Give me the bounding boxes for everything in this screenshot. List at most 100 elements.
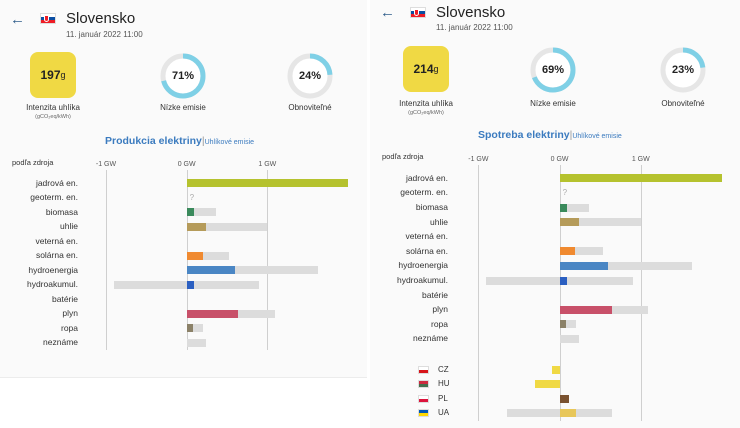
source-label: hydroenergia bbox=[398, 260, 448, 271]
gridline bbox=[106, 170, 107, 350]
carbon-intensity-value: 197 bbox=[40, 68, 61, 82]
capacity-bar bbox=[186, 338, 207, 347]
value-bar[interactable] bbox=[559, 276, 567, 285]
capacity-bar bbox=[559, 320, 576, 329]
low-emission-label: Nízke emisie bbox=[160, 103, 206, 112]
low-emission-label: Nízke emisie bbox=[530, 99, 576, 108]
capacity-bar bbox=[559, 218, 641, 227]
low-emission-gauge: 69% bbox=[529, 46, 577, 94]
low-emission-arc bbox=[160, 53, 206, 99]
value-bar[interactable] bbox=[559, 174, 722, 183]
value-bar[interactable] bbox=[552, 365, 560, 374]
source-label: geoterm. en. bbox=[30, 192, 78, 203]
axis-tick-label: 0 GW bbox=[177, 161, 196, 168]
value-bar[interactable] bbox=[559, 320, 567, 329]
source-label: neznáme bbox=[43, 337, 78, 348]
country-label[interactable]: PL bbox=[438, 393, 448, 403]
country-flag-cz-icon bbox=[418, 365, 429, 374]
carbon-intensity-label: Intenzita uhlíka bbox=[26, 103, 80, 112]
capacity-bar bbox=[186, 251, 230, 260]
source-label: uhlie bbox=[430, 216, 448, 227]
production-tab[interactable]: Produkcia elektriny bbox=[105, 135, 202, 147]
country-label[interactable]: CZ bbox=[438, 364, 449, 374]
back-arrow-icon[interactable]: ← bbox=[10, 11, 25, 28]
capacity-bar bbox=[559, 203, 589, 212]
renewable-label: Obnoviteľné bbox=[288, 103, 332, 112]
axis-tick-label: 1 GW bbox=[258, 161, 277, 168]
carbon-intensity-unit-label: (gCO₂eq/kWh) bbox=[408, 110, 444, 116]
value-bar[interactable] bbox=[186, 179, 348, 188]
value-bar[interactable] bbox=[559, 218, 580, 227]
source-label: uhlie bbox=[60, 221, 78, 232]
capacity-bar bbox=[186, 222, 268, 231]
axis-tick-label: -1 GW bbox=[468, 156, 489, 163]
source-label: ropa bbox=[60, 322, 78, 333]
carbon-intensity-unit: g bbox=[433, 64, 439, 74]
low-emission-gauge: 71% bbox=[159, 52, 207, 100]
renewable-value: 23% bbox=[671, 64, 695, 76]
source-label: hydroakumul. bbox=[396, 275, 448, 285]
country-flag-pl-icon bbox=[418, 394, 429, 403]
value-bar[interactable] bbox=[559, 203, 567, 212]
value-bar[interactable] bbox=[535, 380, 560, 389]
capacity-bar bbox=[186, 324, 203, 333]
carbon-intensity-unit: g bbox=[60, 70, 66, 80]
gridline bbox=[267, 170, 269, 350]
emissions-tab[interactable]: Uhlíkové emisie bbox=[204, 139, 255, 146]
renewable-label: Obnoviteľné bbox=[661, 99, 705, 108]
capacity-bar bbox=[559, 261, 692, 270]
value-bar[interactable] bbox=[559, 247, 575, 256]
value-bar[interactable] bbox=[186, 309, 239, 318]
axis-tick-label: -1 GW bbox=[95, 161, 117, 168]
emissions-tab[interactable]: Uhlíkové emisie bbox=[572, 133, 622, 140]
carbon-intensity-label: Intenzita uhlíka bbox=[399, 99, 453, 108]
value-bar[interactable] bbox=[186, 222, 207, 231]
value-bar[interactable] bbox=[559, 394, 570, 403]
carbon-intensity-value: 214 bbox=[413, 62, 434, 76]
value-bar[interactable] bbox=[186, 324, 194, 333]
datetime-label: 11. január 2022 11:00 bbox=[436, 23, 513, 32]
carbon-intensity-badge: 214 g bbox=[403, 46, 449, 92]
source-label: batérie bbox=[52, 293, 78, 304]
renewable-arc bbox=[660, 47, 706, 93]
section-title: Produkcia elektriny|Uhlíkové emisie bbox=[105, 135, 255, 147]
source-header: podľa zdroja bbox=[382, 152, 424, 161]
source-label: jadrová en. bbox=[35, 177, 78, 188]
low-emission-arc bbox=[530, 47, 576, 93]
source-label: neznáme bbox=[413, 333, 448, 344]
slovakia-flag-icon bbox=[410, 7, 426, 18]
value-bar[interactable] bbox=[559, 305, 612, 314]
country-label[interactable]: HU bbox=[438, 379, 450, 389]
capacity-bar bbox=[559, 247, 603, 256]
axis-tick-label: 1 GW bbox=[631, 156, 650, 163]
zone-title: Slovensko bbox=[436, 4, 506, 21]
value-bar[interactable] bbox=[186, 280, 194, 289]
carbon-intensity-badge: 197 g bbox=[30, 52, 76, 98]
section-title: Spotreba elektriny|Uhlíkové emisie bbox=[478, 129, 622, 141]
source-label: biomasa bbox=[45, 206, 78, 217]
consumption-tab[interactable]: Spotreba elektriny bbox=[478, 129, 570, 141]
source-label: ropa bbox=[430, 318, 448, 329]
value-bar[interactable] bbox=[559, 409, 576, 418]
source-label: jadrová en. bbox=[405, 172, 448, 183]
source-label: biomasa bbox=[415, 202, 448, 212]
source-label: hydroakumul. bbox=[26, 279, 78, 290]
renewable-gauge: 24% bbox=[286, 52, 334, 100]
value-bar[interactable] bbox=[186, 251, 203, 260]
source-label: solárna en. bbox=[405, 245, 448, 256]
renewable-arc bbox=[287, 53, 333, 99]
renewable-value: 24% bbox=[298, 70, 322, 82]
country-label[interactable]: UA bbox=[438, 408, 450, 418]
source-label: hydroenergia bbox=[28, 264, 78, 275]
renewable-gauge: 23% bbox=[659, 46, 707, 94]
slovakia-flag-icon bbox=[40, 13, 56, 24]
carbon-intensity-unit-label: (gCO₂eq/kWh) bbox=[35, 114, 71, 120]
value-bar[interactable] bbox=[559, 261, 609, 270]
value-bar[interactable] bbox=[186, 266, 236, 275]
consumption-panel: ← Slovensko 11. január 2022 11:00 214 g I… bbox=[370, 0, 740, 428]
gridline bbox=[478, 165, 480, 421]
source-label: veterná en. bbox=[405, 231, 448, 242]
value-bar[interactable] bbox=[186, 208, 194, 217]
back-arrow-icon[interactable]: ← bbox=[380, 4, 395, 21]
gridline bbox=[186, 170, 188, 350]
